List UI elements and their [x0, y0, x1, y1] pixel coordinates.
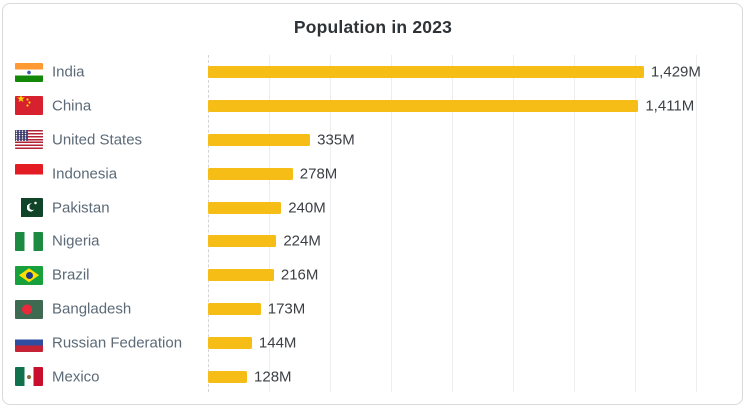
y-axis-line [208, 55, 209, 392]
country-label: Bangladesh [52, 300, 132, 318]
value-label: 335M [317, 131, 355, 149]
indonesia-flag-icon [15, 164, 43, 184]
bar-row-united-states: United States 335M [0, 123, 746, 157]
bar-row-india: India 1,429M [0, 55, 746, 89]
country-label: Indonesia [52, 165, 118, 183]
bar-row-russian-federation: Russian Federation 144M [0, 326, 746, 360]
country-label: India [52, 63, 85, 81]
population-bar[interactable] [208, 269, 274, 282]
united-states-flag-icon [15, 130, 43, 150]
brazil-flag-icon [15, 265, 43, 285]
population-bar[interactable] [208, 167, 293, 180]
country-label: Mexico [52, 368, 100, 386]
bar-row-china: China 1,411M [0, 89, 746, 123]
bar-row-pakistan: Pakistan 240M [0, 191, 746, 225]
russian-federation-flag-icon [15, 333, 43, 353]
mexico-flag-icon [15, 367, 43, 387]
bar-row-brazil: Brazil 216M [0, 258, 746, 292]
population-bar[interactable] [208, 235, 277, 248]
value-label: 173M [267, 300, 306, 318]
population-bar[interactable] [208, 336, 252, 349]
country-label: Nigeria [52, 232, 100, 250]
value-label: 278M [299, 165, 338, 183]
value-label: 224M [283, 232, 321, 250]
nigeria-flag-icon [15, 231, 43, 251]
value-label: 240M [288, 199, 326, 217]
population-bar[interactable] [208, 133, 311, 146]
value-label: 216M [280, 266, 319, 284]
bar-row-bangladesh: Bangladesh 173M [0, 292, 746, 326]
bangladesh-flag-icon [15, 299, 43, 319]
country-label: Pakistan [52, 199, 110, 217]
bar-row-nigeria: Nigeria 224M [0, 224, 746, 258]
country-label: China [52, 97, 92, 115]
population-bar[interactable] [208, 201, 282, 214]
population-bar[interactable] [208, 303, 261, 316]
population-bar[interactable] [208, 66, 644, 79]
india-flag-icon [15, 62, 43, 82]
population-bar[interactable] [208, 99, 639, 112]
value-label: 144M [258, 334, 297, 352]
china-flag-icon [15, 96, 43, 116]
value-label: 1,411M [645, 97, 695, 115]
country-label: United States [52, 131, 143, 149]
chart-title: Population in 2023 [293, 17, 453, 37]
value-label: 128M [254, 368, 292, 386]
bar-row-mexico: Mexico 128M [0, 360, 746, 394]
pakistan-flag-icon [15, 198, 43, 218]
bar-row-indonesia: Indonesia 278M [0, 157, 746, 191]
country-label: Brazil [52, 266, 90, 284]
population-bar[interactable] [208, 370, 248, 383]
country-label: Russian Federation [52, 334, 183, 352]
value-label: 1,429M [650, 63, 701, 81]
